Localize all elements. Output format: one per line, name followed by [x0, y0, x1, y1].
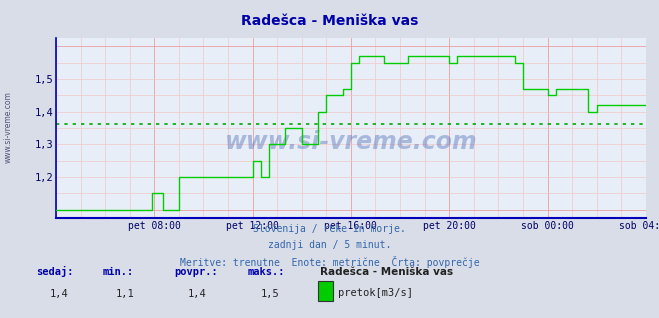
Text: 1,1: 1,1	[115, 289, 134, 299]
Text: www.si-vreme.com: www.si-vreme.com	[225, 130, 477, 154]
Text: zadnji dan / 5 minut.: zadnji dan / 5 minut.	[268, 240, 391, 250]
Text: pretok[m3/s]: pretok[m3/s]	[338, 288, 413, 298]
Text: Slovenija / reke in morje.: Slovenija / reke in morje.	[253, 224, 406, 234]
Text: Meritve: trenutne  Enote: metrične  Črta: povprečje: Meritve: trenutne Enote: metrične Črta: …	[180, 256, 479, 268]
Text: Radešca - Meniška vas: Radešca - Meniška vas	[241, 14, 418, 28]
Text: min.:: min.:	[102, 267, 133, 277]
Text: 1,4: 1,4	[49, 289, 68, 299]
Text: maks.:: maks.:	[247, 267, 285, 277]
Text: www.si-vreme.com: www.si-vreme.com	[3, 91, 13, 163]
Text: sedaj:: sedaj:	[36, 266, 74, 277]
Text: povpr.:: povpr.:	[175, 267, 218, 277]
Text: 1,5: 1,5	[260, 289, 279, 299]
Text: Radešca - Meniška vas: Radešca - Meniška vas	[320, 267, 453, 277]
Text: 1,4: 1,4	[188, 289, 206, 299]
